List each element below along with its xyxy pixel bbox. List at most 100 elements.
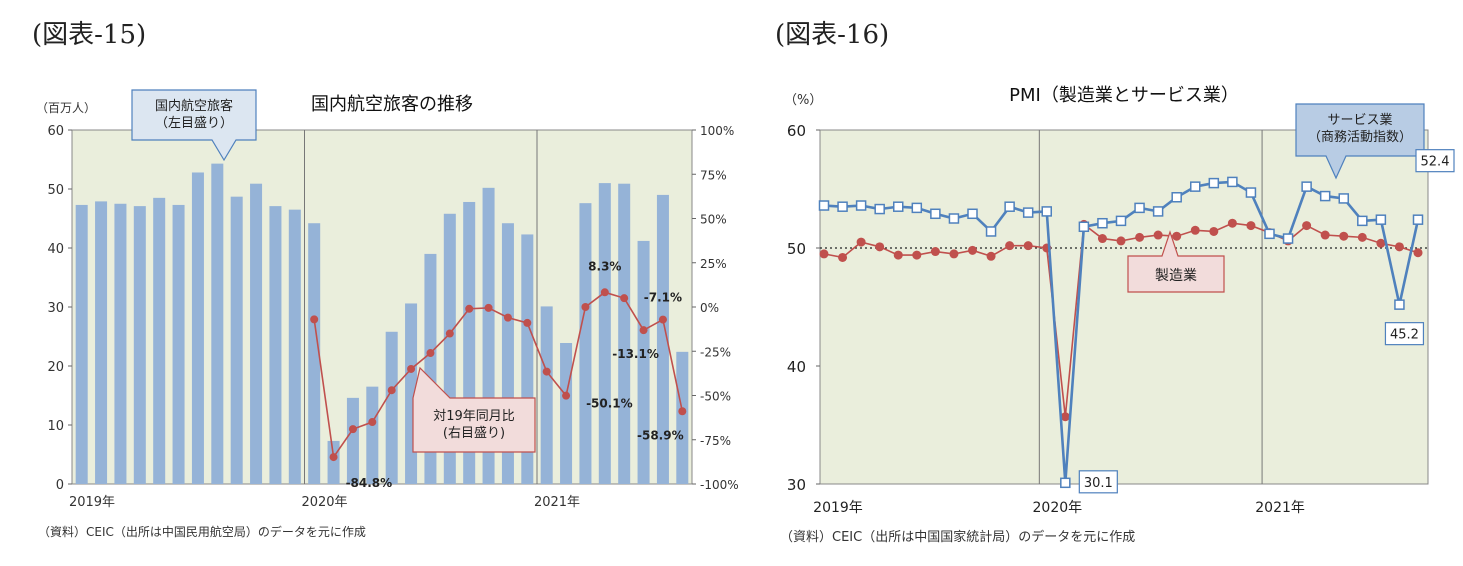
passenger-bar bbox=[579, 203, 592, 484]
manufacturing-point bbox=[1302, 221, 1312, 231]
services-point bbox=[1115, 215, 1127, 227]
yoy-data-label: -84.8% bbox=[346, 476, 393, 490]
x-tick-label: 2019年 bbox=[813, 500, 863, 516]
chart-title: 国内航空旅客の推移 bbox=[311, 94, 473, 115]
passenger-bar bbox=[346, 397, 359, 484]
y2-tick-label: 50% bbox=[700, 213, 727, 227]
y-tick-label: 50 bbox=[787, 240, 806, 258]
x-tick-label: 2021年 bbox=[534, 495, 580, 510]
yoy-point bbox=[658, 315, 667, 324]
manufacturing-point bbox=[1172, 231, 1182, 241]
services-data-label-box bbox=[1384, 322, 1425, 346]
yoy-point bbox=[523, 318, 532, 327]
y2-tick-label: 75% bbox=[700, 168, 727, 182]
yoy-point bbox=[542, 367, 551, 376]
manufacturing-callout-box bbox=[1127, 230, 1225, 293]
manufacturing-point bbox=[968, 245, 977, 255]
services-callout-text: サービス業（商務活動指数） bbox=[1308, 112, 1412, 145]
services-point bbox=[1097, 217, 1108, 229]
x-tick-label: 2020年 bbox=[301, 495, 347, 510]
manufacturing-point bbox=[1005, 241, 1015, 251]
manufacturing-point bbox=[1320, 230, 1330, 240]
passenger-bar bbox=[288, 209, 301, 484]
yoy-point bbox=[678, 407, 687, 416]
plot-area bbox=[819, 129, 1429, 485]
y-tick-label: 40 bbox=[787, 358, 806, 376]
services-point bbox=[818, 200, 830, 211]
services-point bbox=[1227, 176, 1238, 188]
services-point bbox=[1338, 193, 1349, 204]
yoy-point bbox=[484, 303, 493, 312]
y-tick-label: 30 bbox=[787, 476, 806, 494]
services-point bbox=[1245, 187, 1257, 198]
passenger-callout-text: 国内航空旅客（左目盛り） bbox=[155, 98, 233, 131]
services-point bbox=[1412, 214, 1424, 225]
yoy-data-label: 8.3% bbox=[588, 259, 621, 273]
y-tick-label: 60 bbox=[787, 122, 806, 140]
manufacturing-point bbox=[893, 250, 903, 260]
passenger-bar bbox=[153, 197, 166, 484]
services-point bbox=[1171, 192, 1182, 203]
passenger-callout-box bbox=[131, 89, 257, 162]
yoy-point bbox=[639, 326, 648, 335]
passenger-bar bbox=[191, 172, 204, 485]
yoy-point bbox=[407, 364, 416, 373]
y-tick-label: 50 bbox=[47, 183, 64, 198]
manufacturing-point bbox=[1376, 238, 1386, 248]
services-point bbox=[930, 208, 941, 220]
y-axis-unit: （%） bbox=[784, 93, 822, 108]
services-point bbox=[1301, 181, 1312, 192]
figure-15-label: (図表-15) bbox=[32, 20, 147, 50]
yoy-point bbox=[445, 329, 454, 338]
services-data-label: 45.2 bbox=[1390, 328, 1419, 343]
passenger-bar bbox=[385, 331, 398, 484]
services-data-label-box bbox=[1078, 470, 1118, 494]
services-point bbox=[1022, 207, 1034, 218]
yoy-point bbox=[368, 418, 377, 427]
manufacturing-point bbox=[1246, 221, 1256, 231]
passenger-bar bbox=[230, 196, 243, 485]
yoy-point bbox=[310, 315, 319, 324]
y2-tick-label: -75% bbox=[700, 434, 731, 448]
yoy-callout-text: 対19年同月比(右目盛り) bbox=[433, 409, 515, 441]
manufacturing-point bbox=[838, 252, 848, 262]
services-point bbox=[1208, 177, 1220, 189]
y2-tick-label: -50% bbox=[700, 390, 731, 404]
services-point bbox=[1078, 221, 1090, 233]
services-point bbox=[967, 208, 978, 220]
services-data-label: 30.1 bbox=[1084, 476, 1113, 491]
passenger-bar bbox=[211, 163, 224, 484]
passenger-bar bbox=[618, 183, 631, 484]
services-callout-box bbox=[1295, 103, 1425, 180]
manufacturing-point bbox=[1339, 231, 1349, 241]
manufacturing-point bbox=[930, 247, 940, 257]
manufacturing-point bbox=[819, 249, 829, 259]
yoy-point bbox=[426, 349, 435, 358]
passenger-bar bbox=[269, 206, 282, 485]
services-point bbox=[874, 203, 885, 215]
passenger-bar bbox=[172, 204, 185, 484]
passenger-bar bbox=[95, 201, 108, 484]
passenger-bar bbox=[366, 386, 379, 484]
manufacturing-point bbox=[1153, 230, 1163, 240]
manufacturing-point bbox=[856, 237, 866, 247]
yoy-point bbox=[503, 313, 512, 322]
yoy-point bbox=[348, 425, 357, 434]
manufacturing-callout-text: 製造業 bbox=[1155, 268, 1197, 284]
manufacturing-point bbox=[1190, 225, 1200, 235]
services-point bbox=[1041, 206, 1052, 217]
x-tick-label: 2019年 bbox=[69, 495, 115, 510]
source-note-15: （資料）CEIC（出所は中国民用航空局）のデータを元に作成 bbox=[38, 525, 366, 539]
manufacturing-point bbox=[1060, 412, 1070, 422]
services-point bbox=[1264, 228, 1275, 240]
y2-tick-label: -100% bbox=[700, 478, 739, 492]
yoy-data-label: -7.1% bbox=[644, 291, 682, 305]
yoy-point bbox=[329, 453, 338, 462]
y-tick-label: 30 bbox=[47, 301, 64, 316]
services-point bbox=[1375, 214, 1387, 225]
services-point bbox=[1394, 299, 1405, 310]
manufacturing-point bbox=[1097, 234, 1107, 244]
manufacturing-point bbox=[986, 251, 996, 261]
services-point bbox=[1190, 181, 1201, 192]
